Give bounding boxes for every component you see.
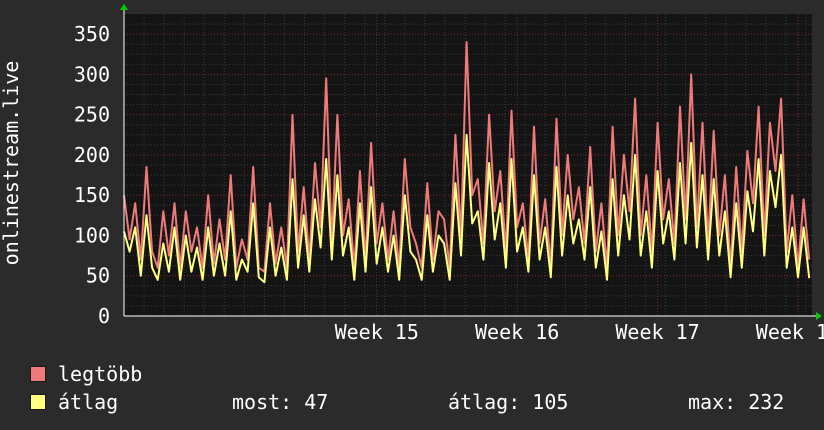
- series-line-avg: [123, 133, 811, 284]
- y-axis-arrow: [120, 4, 128, 10]
- x-tick-label: Week 16: [475, 320, 559, 344]
- x-tick-label: Week 18: [756, 320, 824, 344]
- x-tick-label: Week 15: [335, 320, 419, 344]
- legend-label-max: legtöbb: [58, 362, 143, 386]
- stat-maximum: max: 232: [688, 390, 785, 414]
- y-tick-label: 350: [74, 22, 110, 46]
- series-line-max: [123, 41, 811, 273]
- legend-label-avg: átlag: [58, 390, 119, 414]
- y-tick-label: 50: [86, 264, 110, 288]
- x-tick-label: Week 17: [615, 320, 699, 344]
- y-tick-label: 200: [74, 143, 110, 167]
- y-tick-label: 300: [74, 62, 110, 86]
- y-tick-label: 250: [74, 103, 110, 127]
- line-chart: 0 50 100 150 200 250 300 350 Week 15 Week 16 Week …: [0, 4, 824, 344]
- legend-item-max: legtöbb: [30, 362, 143, 386]
- y-axis-label: onlinestream.live: [0, 61, 23, 266]
- x-axis-arrow: [816, 312, 822, 320]
- stat-current: most: 47: [232, 390, 329, 414]
- y-tick-label: 150: [74, 183, 110, 207]
- y-tick-label: 100: [74, 223, 110, 247]
- legend-swatch-avg: [30, 394, 46, 410]
- legend-item-avg: átlag: [30, 390, 119, 414]
- y-tick-label: 0: [98, 304, 110, 328]
- legend-swatch-max: [30, 366, 46, 382]
- stat-average: átlag: 105: [448, 390, 569, 414]
